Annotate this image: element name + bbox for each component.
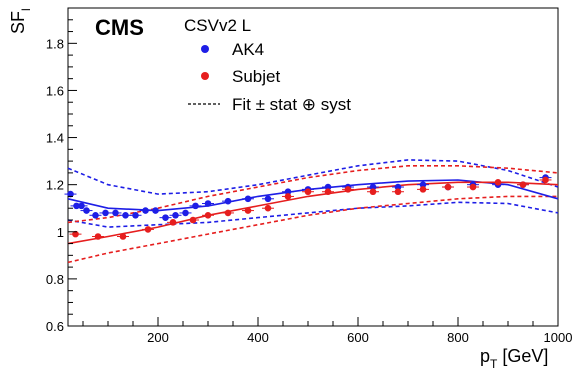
subjet-point (469, 183, 477, 191)
y-tick-label: 0.6 (46, 319, 64, 334)
subjet-point (224, 209, 232, 217)
x-tick-label: 400 (247, 330, 269, 345)
legend-label: Fit ± stat ⊕ syst (232, 95, 351, 114)
legend-label: AK4 (232, 40, 264, 59)
y-axis-title-main: SF (8, 11, 28, 34)
svg-text:SFl: SFl (8, 8, 33, 34)
ak4-point (92, 211, 99, 219)
subjet-point (344, 186, 352, 193)
subjet-point (394, 188, 402, 196)
y-tick-label: 1.6 (46, 83, 64, 98)
legend-header: CSVv2 L (184, 16, 251, 35)
y-tick-label: 1 (57, 225, 64, 240)
subjet-band-upper (67, 165, 559, 224)
subjet-point (94, 233, 102, 240)
ak4-point (182, 209, 189, 217)
ak4-point (142, 207, 149, 214)
y-axis-title: SFl (8, 8, 33, 34)
x-tick-label: 200 (147, 330, 169, 345)
legend: AK4 Subjet Fit ± stat ⊕ syst (188, 40, 351, 114)
ak4-point (224, 197, 232, 205)
subjet-point (189, 216, 197, 224)
ak4-point (162, 214, 169, 221)
ak4-point (324, 183, 332, 191)
ak4-point (419, 181, 427, 188)
ak4-point (369, 183, 377, 191)
subjet-point (284, 193, 292, 200)
subjet-point (72, 230, 79, 238)
x-tick-label: 1000 (544, 330, 573, 345)
experiment-label: CMS (95, 15, 144, 40)
ak4-point (102, 209, 109, 217)
legend-marker (201, 72, 209, 80)
y-tick-label: 1.8 (46, 36, 64, 51)
subjet-point (519, 181, 527, 188)
ak4-point (204, 200, 212, 207)
y-tick-label: 1.2 (46, 178, 64, 193)
subjet-point (369, 188, 377, 196)
ak4-point (132, 211, 139, 219)
subjet-point (119, 233, 127, 240)
legend-marker (201, 45, 209, 53)
plot-frame (67, 7, 559, 327)
subjet-point (542, 176, 549, 184)
fit-bands (67, 159, 559, 264)
subjet-point (324, 188, 332, 196)
x-tick-label: 800 (447, 330, 469, 345)
ak4-point (264, 195, 272, 203)
ak4-point (122, 211, 129, 219)
subjet-point (444, 183, 452, 191)
data-points (64, 174, 552, 240)
ak4-point (152, 207, 159, 214)
ak4-point (394, 183, 402, 191)
ak4-point (192, 202, 199, 210)
y-tick-label: 0.8 (46, 272, 64, 287)
x-axis-title-main: p (480, 346, 490, 366)
subjet-point (169, 219, 177, 226)
axes: 200 400 600 800 1000 0.6 0.8 1 1.2 1.4 1.6 1.8 (46, 19, 573, 345)
svg-text:pT [GeV]: pT [GeV] (480, 346, 548, 371)
ak4-point (83, 207, 90, 214)
subjet-point (264, 204, 272, 212)
legend-label: Subjet (232, 67, 280, 86)
x-axis-title-sub: T (490, 357, 498, 371)
ak4-point (67, 190, 74, 198)
ak4-point (244, 195, 252, 203)
subjet-point (419, 186, 427, 193)
ak4-point (78, 202, 85, 210)
y-tick-label: 1.4 (46, 131, 64, 146)
ak4-point (112, 209, 119, 217)
ak4-point (284, 188, 292, 196)
subjet-point (304, 188, 312, 196)
ak4-band-lower (67, 201, 559, 228)
ak4-point (172, 211, 179, 219)
subjet-point (204, 211, 212, 219)
x-axis-title-unit: [GeV] (497, 346, 548, 366)
x-axis-title: pT [GeV] (480, 346, 548, 371)
subjet-point (144, 226, 152, 233)
x-tick-label: 600 (347, 330, 369, 345)
subjet-point (494, 179, 502, 186)
subjet-point (244, 207, 252, 214)
y-axis-title-sub: l (19, 8, 33, 11)
ak4-band-upper (67, 159, 559, 195)
